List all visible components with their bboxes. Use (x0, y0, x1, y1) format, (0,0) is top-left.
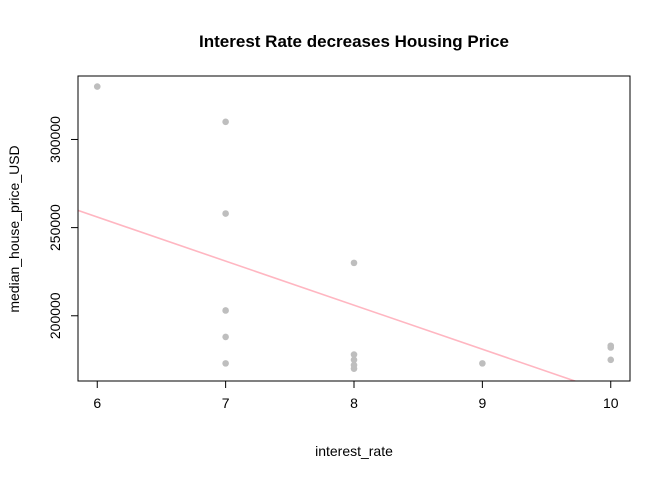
plot-frame (77, 75, 631, 382)
x-tick-label: 9 (478, 395, 486, 411)
data-point (350, 351, 358, 358)
data-point (222, 118, 229, 126)
data-point (222, 360, 229, 367)
y-tick-label: 300000 (47, 116, 63, 163)
data-point (222, 307, 229, 314)
data-point (222, 210, 229, 217)
data-point (607, 344, 615, 351)
data-point (93, 83, 101, 90)
data-point (222, 333, 229, 341)
data-point (350, 259, 358, 267)
y-axis-label: median_house_price_USD (6, 145, 22, 312)
chart-title: Interest Rate decreases Housing Price (199, 32, 509, 51)
regression-line (78, 209, 578, 381)
x-tick-label: 7 (222, 395, 230, 411)
plot-area: 6 7 8 9 10 200000 250000 300000 (47, 75, 631, 411)
x-axis-label: interest_rate (315, 443, 393, 459)
y-tick-label: 200000 (47, 292, 63, 339)
x-tick-label: 6 (93, 395, 101, 411)
data-point (607, 356, 615, 364)
x-tick-label: 8 (350, 395, 358, 411)
data-point (479, 360, 486, 367)
x-tick-label: 10 (603, 395, 619, 411)
data-point (350, 356, 358, 364)
data-point (350, 365, 358, 372)
y-tick-label: 250000 (47, 204, 63, 251)
